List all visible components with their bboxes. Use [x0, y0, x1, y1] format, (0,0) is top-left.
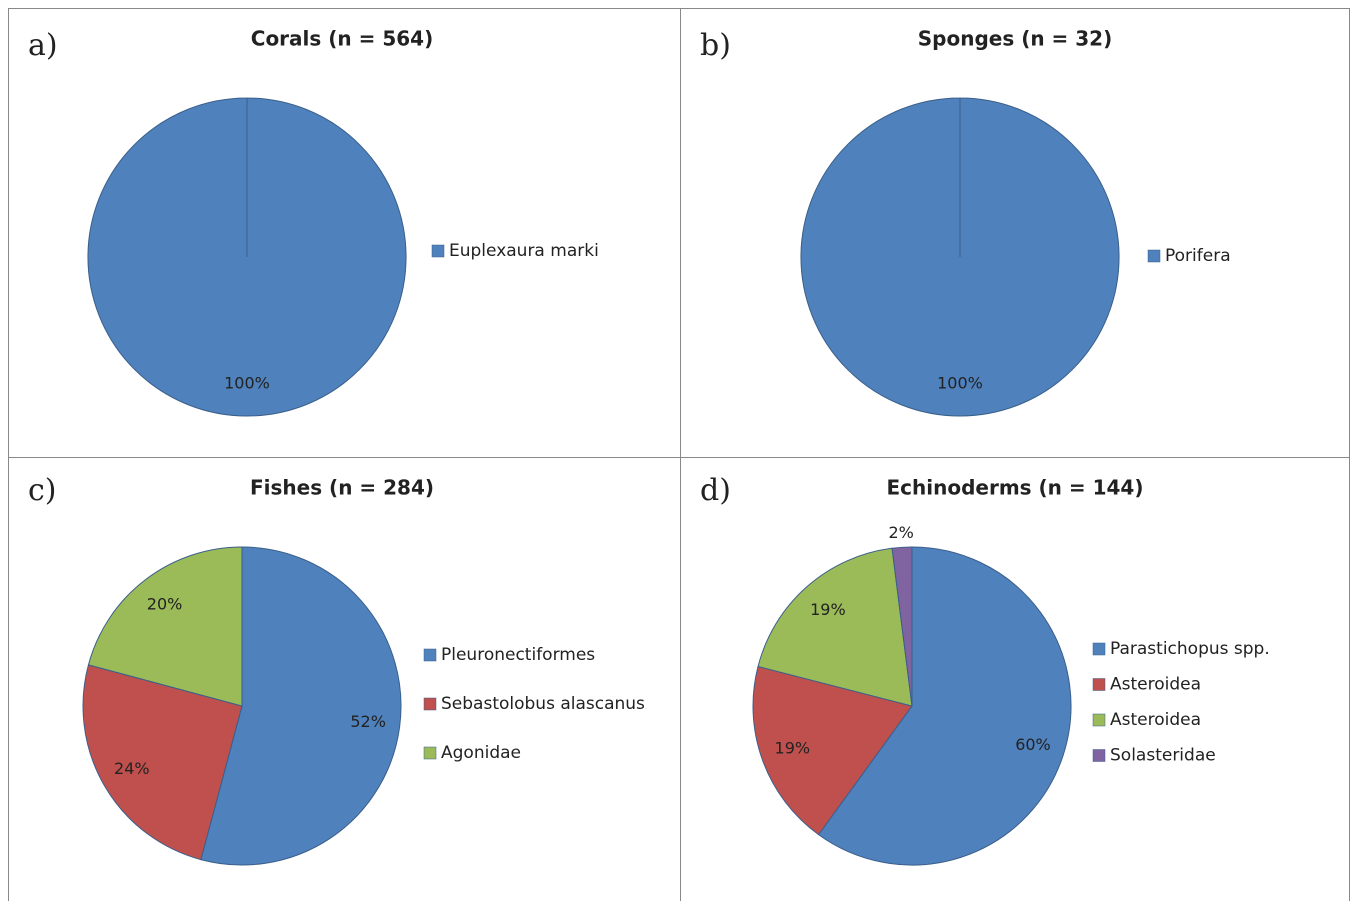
legend-label: Euplexaura marki — [449, 241, 599, 261]
value-label: 19% — [775, 739, 811, 758]
legend-swatch — [1092, 713, 1106, 727]
legend-label: Porifera — [1165, 246, 1231, 266]
legend-swatch — [1092, 749, 1106, 762]
chart-title: Corals (n = 564) — [251, 27, 433, 51]
pie-slice — [87, 97, 407, 417]
chart-title: Fishes (n = 284) — [250, 476, 434, 500]
value-label: 52% — [350, 712, 386, 731]
legend-swatch — [423, 648, 437, 662]
panel-label: b) — [700, 28, 731, 63]
legend-swatch — [423, 697, 437, 711]
pie-slice — [757, 547, 913, 707]
pie-slice — [752, 665, 913, 836]
chart-title: Sponges (n = 32) — [918, 27, 1112, 51]
pie-slice — [87, 546, 243, 707]
legend-swatch — [1092, 642, 1106, 656]
pie-slice — [817, 546, 1072, 866]
legend-label: Asteroidea — [1110, 710, 1201, 730]
frame — [8, 8, 1350, 901]
value-label: 20% — [147, 595, 183, 614]
legend-label: Asteroidea — [1110, 675, 1201, 695]
panel-label: a) — [28, 28, 58, 63]
value-label: 19% — [810, 600, 846, 619]
value-label: 60% — [1015, 735, 1051, 754]
legend-label: Pleuronectiformes — [441, 645, 595, 665]
legend-swatch — [423, 746, 437, 760]
pie-slice — [200, 546, 402, 866]
pie-slice — [891, 546, 913, 707]
value-label: 100% — [224, 374, 270, 393]
panel-label: c) — [28, 473, 57, 508]
legend-swatch — [431, 244, 445, 258]
pie-slice — [800, 97, 1120, 417]
chart-title: Echinoderms (n = 144) — [887, 476, 1144, 500]
legend-swatch — [1147, 249, 1161, 263]
legend-swatch — [1092, 678, 1106, 691]
legend-label: Agonidae — [441, 743, 521, 763]
panel-label: d) — [700, 473, 731, 508]
value-label: 24% — [114, 759, 150, 778]
pie-slice — [82, 664, 243, 861]
legend-label: Solasteridae — [1110, 746, 1216, 766]
legend-label: Sebastolobus alascanus — [441, 694, 645, 714]
value-label: 2% — [888, 523, 913, 542]
legend-label: Parastichopus spp. — [1110, 639, 1270, 659]
value-label: 100% — [937, 374, 983, 393]
